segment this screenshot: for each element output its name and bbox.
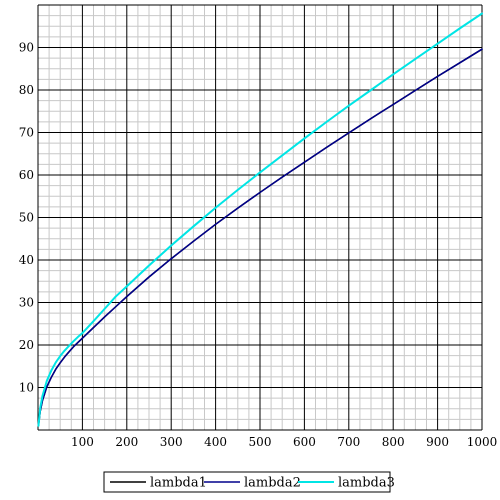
y-tick-label: 30 bbox=[19, 296, 34, 310]
y-tick-label: 20 bbox=[19, 338, 34, 352]
series-line-lambda2 bbox=[37, 48, 483, 427]
x-tick-label: 800 bbox=[382, 435, 405, 449]
y-tick-label: 80 bbox=[19, 83, 34, 97]
legend-label-lambda1: lambda1 bbox=[150, 476, 207, 491]
x-tick-label: 1000 bbox=[467, 435, 498, 449]
y-tick-label: 70 bbox=[19, 126, 34, 140]
x-tick-label: 700 bbox=[337, 435, 360, 449]
x-tick-label: 300 bbox=[160, 435, 183, 449]
y-tick-label: 60 bbox=[19, 168, 34, 182]
legend-box bbox=[103, 471, 391, 493]
legend-label-lambda3: lambda3 bbox=[338, 476, 395, 491]
x-tick-label: 900 bbox=[426, 435, 449, 449]
series-layer bbox=[37, 12, 483, 427]
y-tick-label: 90 bbox=[19, 41, 34, 55]
legend: lambda1 lambda2 lambda3 bbox=[103, 471, 395, 493]
x-tick-label: 200 bbox=[115, 435, 138, 449]
y-tick-label: 10 bbox=[19, 381, 34, 395]
tick-labels: 100 200 300 400 500 600 700 800 900 1000 10 20 30 40 5… bbox=[19, 41, 498, 450]
series-line-lambda3 bbox=[37, 12, 483, 427]
legend-label-lambda2: lambda2 bbox=[244, 476, 301, 491]
x-tick-label: 100 bbox=[71, 435, 94, 449]
y-tick-label: 50 bbox=[19, 211, 34, 225]
x-tick-label: 600 bbox=[293, 435, 316, 449]
x-tick-label: 500 bbox=[249, 435, 272, 449]
y-tick-label: 40 bbox=[19, 253, 34, 267]
x-tick-label: 400 bbox=[204, 435, 227, 449]
